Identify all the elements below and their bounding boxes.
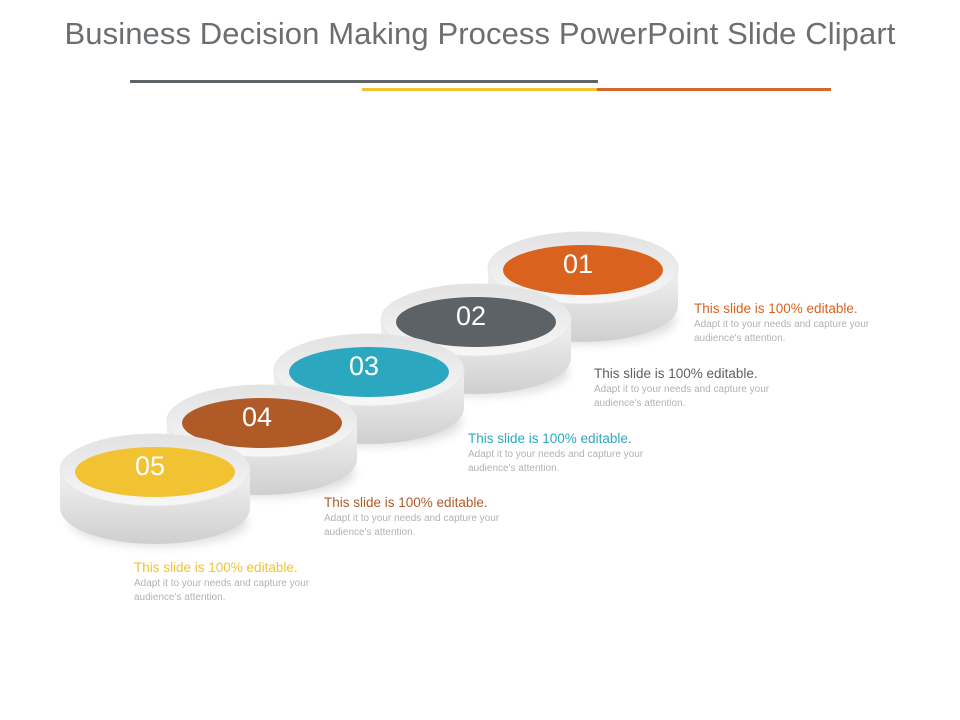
step-4-description: This slide is 100% editable. Adapt it to… [324, 495, 534, 540]
title-underline-orange [597, 88, 831, 91]
step-4-body: Adapt it to your needs and capture your … [324, 513, 500, 538]
step-2-description: This slide is 100% editable. Adapt it to… [594, 366, 804, 411]
step-4-face [182, 398, 342, 448]
title-underline-yellow [362, 88, 598, 91]
step-1-face [503, 245, 663, 295]
step-2-heading: This slide is 100% editable. [594, 366, 758, 381]
step-1-heading: This slide is 100% editable. [694, 301, 858, 316]
step-5-body: Adapt it to your needs and capture your … [134, 578, 310, 603]
step-2-number: 02 [456, 301, 486, 331]
step-4-number: 04 [242, 402, 272, 432]
step-2-face [396, 297, 556, 347]
step-3-heading: This slide is 100% editable. [468, 431, 632, 446]
step-4-heading: This slide is 100% editable. [324, 495, 488, 510]
title-underline-grey [130, 80, 598, 83]
step-5-number: 05 [135, 451, 165, 481]
step-5-description: This slide is 100% editable. Adapt it to… [134, 560, 344, 605]
step-1-body: Adapt it to your needs and capture your … [694, 319, 870, 344]
step-4-disc: 04 [166, 384, 358, 497]
step-2-body: Adapt it to your needs and capture your … [594, 384, 770, 409]
step-5-disc: 05 [59, 433, 251, 546]
step-1-number: 01 [563, 249, 593, 279]
step-5-face [75, 447, 235, 497]
slide-title: Business Decision Making Process PowerPo… [64, 16, 896, 51]
step-3-body: Adapt it to your needs and capture your … [468, 449, 644, 474]
step-1-description: This slide is 100% editable. Adapt it to… [694, 301, 904, 346]
step-5-heading: This slide is 100% editable. [134, 560, 298, 575]
step-3-number: 03 [349, 351, 379, 381]
step-3-face [289, 347, 449, 397]
step-3-description: This slide is 100% editable. Adapt it to… [468, 431, 678, 476]
